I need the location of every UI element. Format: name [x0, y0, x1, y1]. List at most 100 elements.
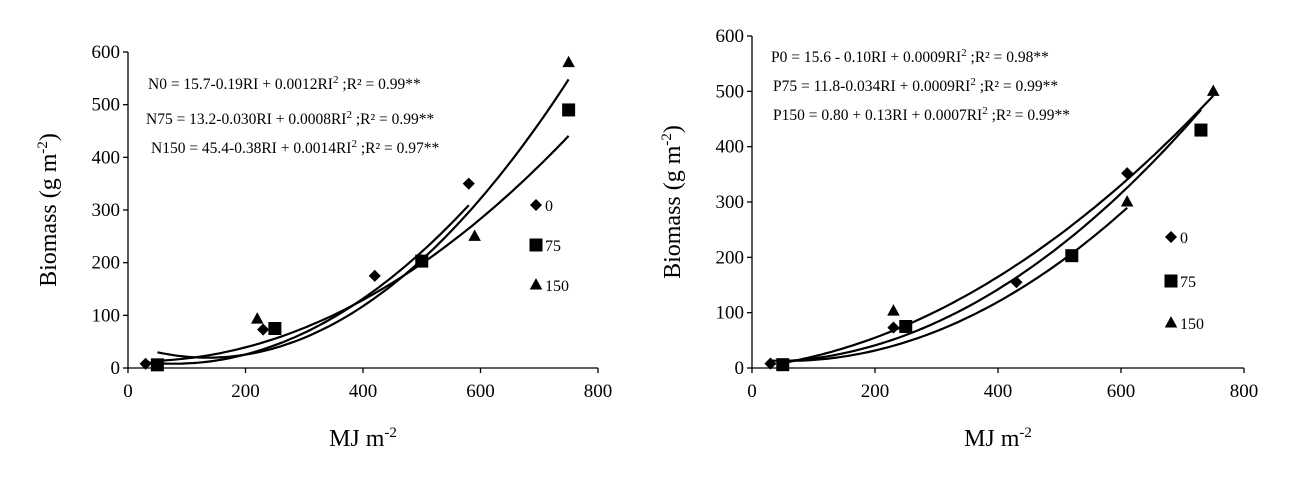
equation-superscript: 2 [961, 47, 967, 59]
y-tick-label: 0 [735, 358, 745, 379]
equation-main: P150 = 0.80 + 0.13RI + 0.0007RI [773, 107, 982, 124]
data-point-150 [562, 55, 575, 68]
y-tick-label: 500 [716, 81, 745, 102]
y-axis-label: Biomass (g m-2) [659, 125, 686, 279]
data-point-0 [887, 321, 900, 334]
y-axis-label: Biomass (g m-2) [35, 133, 62, 287]
data-point-150 [1206, 84, 1220, 96]
fit-curve-0 [770, 206, 1128, 362]
y-axis-label-close: ) [36, 133, 62, 141]
equation-main: N150 = 45.4-0.38RI + 0.0014RI [151, 140, 351, 157]
x-axis-label-text: MJ m [329, 426, 385, 452]
equation-tail: ;R² = 0.97** [357, 140, 440, 157]
data-point-150 [250, 312, 264, 324]
x-axis-label: MJ m-2 [329, 425, 397, 452]
fit-curve-150 [157, 78, 570, 359]
equation-main: P0 = 15.6 - 0.10RI + 0.0009RI [771, 49, 961, 66]
y-axis-label-text: Biomass (g m [36, 153, 62, 287]
equation-tail: ;R² = 0.99** [338, 76, 421, 93]
y-tick-label: 300 [92, 200, 121, 221]
legend-label-0: 0 [545, 198, 553, 215]
x-axis-label-superscript: -2 [1019, 425, 1032, 441]
legend-marker-150 [529, 278, 543, 290]
x-tick-label: 600 [1107, 381, 1136, 402]
x-tick-label: 800 [1230, 381, 1259, 402]
y-axis-label-superscript: -2 [35, 141, 51, 154]
legend-label-150: 150 [545, 278, 569, 295]
legend-marker-150 [1164, 316, 1178, 328]
equation-1: P0 = 15.6 - 0.10RI + 0.0009RI2 ;R² = 0.9… [771, 47, 1049, 66]
x-axis-label-superscript: -2 [384, 425, 397, 441]
equation-superscript: 2 [346, 109, 352, 121]
x-tick-label: 800 [584, 381, 613, 402]
x-tick-label: 0 [123, 381, 133, 402]
legend-marker-0 [529, 198, 543, 212]
legend-label-0: 0 [1180, 230, 1188, 247]
y-axis-label-close: ) [660, 125, 686, 133]
data-point-75 [1065, 249, 1079, 263]
data-point-0 [764, 357, 777, 370]
x-tick-label: 400 [349, 381, 378, 402]
y-tick-label: 200 [716, 247, 745, 268]
x-tick-label: 600 [466, 381, 495, 402]
equation-superscript: 2 [982, 105, 988, 117]
equation-tail: ;R² = 0.99** [976, 78, 1059, 95]
y-axis-label-text: Biomass (g m [660, 145, 686, 279]
data-point-75 [1194, 123, 1208, 137]
data-point-75 [415, 254, 429, 268]
equation-tail: ;R² = 0.98** [967, 49, 1050, 66]
equation-2: P75 = 11.8-0.034RI + 0.0009RI2 ;R² = 0.9… [773, 76, 1058, 95]
y-tick-label: 0 [111, 358, 121, 379]
x-tick-label: 200 [231, 381, 260, 402]
legend-label-150: 150 [1180, 316, 1204, 333]
legend-marker-0 [1164, 230, 1178, 244]
legend-label-75: 75 [545, 238, 561, 255]
equation-3: P150 = 0.80 + 0.13RI + 0.0007RI2 ;R² = 0… [773, 105, 1070, 124]
y-tick-label: 400 [716, 137, 745, 158]
equation-tail: ;R² = 0.99** [352, 111, 435, 128]
data-point-75 [562, 103, 576, 117]
y-tick-label: 100 [716, 303, 745, 324]
equation-main: N0 = 15.7-0.19RI + 0.0012RI [148, 76, 333, 93]
legend-marker-75 [529, 238, 543, 252]
data-point-150 [468, 229, 481, 241]
y-tick-label: 500 [92, 95, 121, 116]
data-point-0 [1121, 167, 1134, 180]
equation-superscript: 2 [351, 138, 357, 150]
equation-3: N150 = 45.4-0.38RI + 0.0014RI2 ;R² = 0.9… [151, 138, 440, 157]
y-tick-label: 200 [92, 253, 121, 274]
equation-superscript: 2 [333, 74, 339, 86]
data-point-0 [368, 269, 381, 282]
fit-curve-75 [157, 135, 570, 362]
y-tick-label: 600 [92, 42, 121, 63]
legend-marker-75 [1164, 274, 1178, 288]
x-axis-label-text: MJ m [964, 426, 1020, 452]
y-tick-label: 100 [92, 305, 121, 326]
x-axis-label: MJ m-2 [964, 425, 1032, 452]
data-point-0 [462, 177, 475, 190]
data-point-150 [1120, 195, 1134, 207]
equation-tail: ;R² = 0.99** [988, 107, 1071, 124]
y-tick-label: 400 [92, 147, 121, 168]
x-tick-label: 400 [984, 381, 1013, 402]
y-axis-label-superscript: -2 [659, 133, 675, 146]
y-tick-label: 300 [716, 192, 745, 213]
x-tick-label: 200 [861, 381, 890, 402]
equation-superscript: 2 [970, 76, 976, 88]
legend-label-75: 75 [1180, 274, 1196, 291]
equation-main: P75 = 11.8-0.034RI + 0.0009RI [773, 78, 970, 95]
y-tick-label: 600 [716, 26, 745, 47]
data-point-0 [139, 357, 152, 370]
data-point-0 [1010, 276, 1023, 289]
data-point-75 [899, 320, 913, 333]
fit-curve-75 [782, 109, 1202, 363]
data-point-75 [150, 358, 164, 372]
data-point-0 [257, 323, 270, 336]
data-point-75 [776, 358, 790, 372]
equation-1: N0 = 15.7-0.19RI + 0.0012RI2 ;R² = 0.99*… [148, 74, 421, 93]
equation-main: N75 = 13.2-0.030RI + 0.0008RI [146, 111, 346, 128]
equation-2: N75 = 13.2-0.030RI + 0.0008RI2 ;R² = 0.9… [146, 109, 435, 128]
fit-curve-150 [782, 94, 1215, 365]
